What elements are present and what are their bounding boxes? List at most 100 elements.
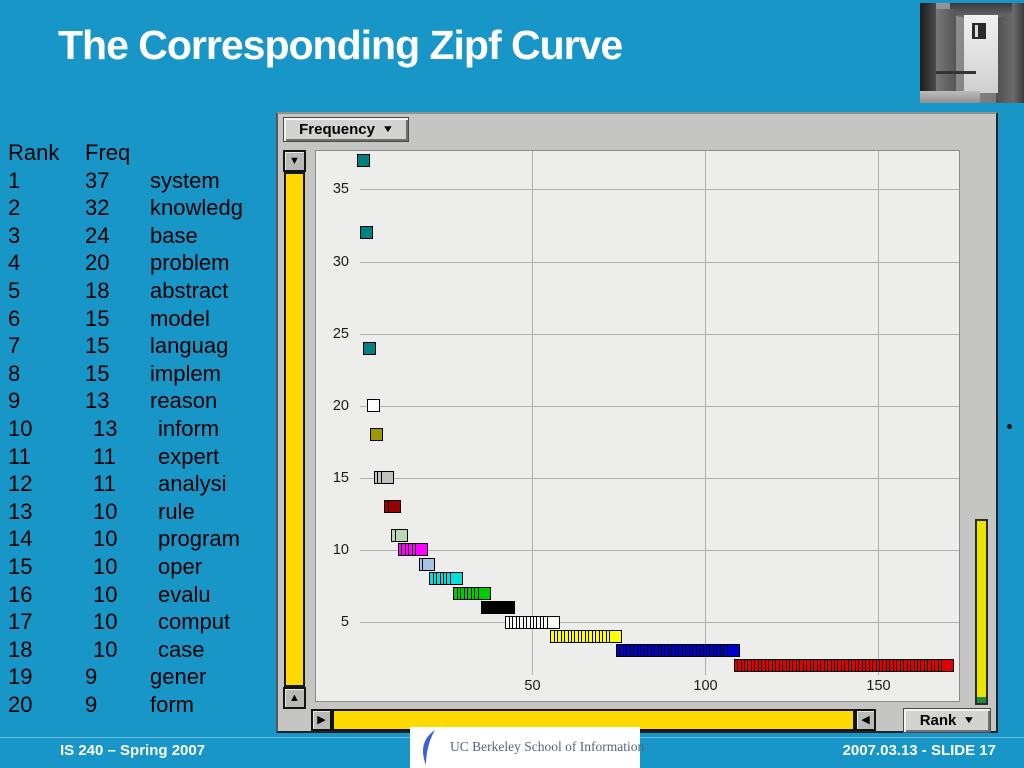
y-tick-label: 25 — [332, 325, 349, 342]
slider-green-tick — [977, 697, 986, 703]
rank-cell: 1 — [8, 167, 21, 193]
v-gridline — [705, 151, 706, 675]
photo-detail — [972, 23, 986, 39]
freq-cell: 32 — [85, 195, 110, 221]
freq-cell: 10 — [93, 498, 118, 524]
scroll-down-icon: ▼ — [289, 155, 300, 167]
rank-cell: Rank — [8, 140, 60, 165]
v-gridline — [878, 151, 879, 675]
data-point[interactable] — [449, 572, 463, 586]
data-point[interactable] — [546, 615, 560, 629]
data-point[interactable] — [726, 644, 740, 658]
rank-cell: 15 — [8, 553, 33, 579]
word-cell: reason — [150, 388, 218, 414]
data-point[interactable] — [380, 471, 394, 485]
h-gridline — [360, 333, 959, 335]
scroll-down-button[interactable]: ▼ — [283, 150, 306, 172]
word-cell: implem — [150, 360, 221, 386]
word-list-row: 11 11 expert — [8, 444, 243, 472]
data-point[interactable] — [477, 586, 491, 600]
word-list-row: 4 20 problem — [8, 250, 243, 278]
y-tick-label: 5 — [340, 614, 349, 630]
word-cell: analysi — [158, 471, 227, 497]
data-point[interactable] — [501, 601, 515, 615]
data-point[interactable] — [415, 543, 429, 557]
word-cell: program — [158, 526, 240, 552]
freq-cell: 11 — [93, 443, 116, 469]
x-tick-label: 100 — [693, 678, 718, 694]
y-tick-label: 30 — [332, 253, 349, 270]
x-tick-label: 50 — [524, 678, 541, 694]
data-point[interactable] — [394, 529, 408, 542]
vertical-scrollbar-track[interactable] — [284, 172, 305, 687]
footer-course-label: IS 240 – Spring 2007 — [60, 742, 206, 759]
data-point[interactable] — [366, 399, 380, 413]
photo-detail — [996, 3, 1024, 103]
freq-cell: 15 — [85, 360, 110, 386]
word-cell: problem — [150, 250, 230, 276]
rank-axis-button[interactable]: Rank ▼ — [903, 708, 991, 733]
word-list-row: 6 15 model — [8, 306, 243, 334]
data-point[interactable] — [370, 428, 384, 441]
freq-cell: 11 — [93, 471, 116, 497]
word-cell: abstract — [150, 277, 229, 303]
freq-cell: 20 — [85, 250, 110, 276]
rank-cell: 7 — [8, 333, 21, 359]
logo-swoosh-icon — [423, 730, 435, 765]
word-cell: knowledg — [150, 195, 243, 221]
scroll-left-button[interactable]: ◀ — [855, 709, 876, 731]
word-cell: rule — [158, 498, 195, 524]
rank-cell: 12 — [8, 471, 33, 497]
data-point[interactable] — [609, 629, 622, 643]
y-tick-label: 35 — [332, 181, 349, 198]
scroll-right-icon: ▶ — [317, 714, 326, 726]
word-list-row: 13 10 rule — [8, 499, 243, 527]
freq-cell: 18 — [85, 277, 110, 303]
word-list-row: 7 15 languag — [8, 333, 243, 361]
rank-cell: 17 — [8, 609, 33, 635]
frequency-axis-button[interactable]: Frequency ▼ — [283, 117, 409, 142]
scroll-up-button[interactable]: ▲ — [283, 687, 306, 709]
scale-slider[interactable] — [975, 519, 988, 705]
rank-cell: 18 — [8, 636, 33, 662]
rank-cell: 16 — [8, 581, 33, 607]
data-point[interactable] — [387, 500, 401, 514]
photo-detail — [920, 3, 936, 103]
y-tick-label: 10 — [332, 541, 349, 558]
word-list-row: 15 10 oper — [8, 554, 243, 582]
south-hall-photo — [920, 3, 1024, 103]
vertical-scrollbar[interactable]: ▼ ▲ — [283, 150, 306, 709]
rank-cell: 13 — [8, 498, 33, 524]
rank-axis-label: Rank — [919, 712, 957, 729]
data-point[interactable] — [363, 341, 377, 355]
freq-cell: 13 — [85, 388, 110, 414]
data-point[interactable] — [356, 154, 370, 168]
data-point[interactable] — [941, 658, 955, 672]
word-cell: oper — [158, 553, 203, 579]
word-cell: case — [158, 636, 205, 662]
word-cell: languag — [150, 333, 229, 359]
data-point[interactable] — [359, 226, 373, 240]
word-list-row: 17 10 comput — [8, 609, 243, 637]
school-logo: UC Berkeley School of Information — [410, 727, 644, 768]
freq-cell: Freq — [85, 140, 131, 165]
data-point[interactable] — [422, 557, 436, 571]
freq-cell: 13 — [93, 415, 118, 441]
scroll-up-icon: ▲ — [289, 692, 300, 704]
word-list: Rank Freq 1 37 system 2 32 knowledg 3 24 base 4 20 pr… — [8, 140, 243, 719]
word-list-row: 12 11 analysi — [8, 471, 243, 499]
scroll-right-button[interactable]: ▶ — [311, 709, 332, 731]
rank-cell: 4 — [8, 250, 21, 276]
rank-cell: 8 — [8, 360, 21, 386]
h-gridline — [360, 405, 959, 407]
word-cell: evalu — [158, 581, 211, 607]
rank-cell: 19 — [8, 664, 33, 690]
freq-cell: 37 — [85, 167, 110, 193]
h-gridline — [360, 261, 959, 263]
rank-cell: 6 — [8, 305, 21, 331]
freq-cell: 9 — [85, 691, 98, 717]
word-cell: system — [150, 167, 220, 193]
dropdown-icon: ▼ — [962, 715, 976, 726]
freq-cell: 24 — [85, 222, 110, 248]
